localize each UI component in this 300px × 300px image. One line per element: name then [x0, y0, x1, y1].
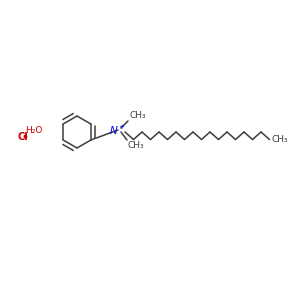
Text: CH₃: CH₃	[128, 141, 145, 150]
Text: Cl: Cl	[18, 132, 29, 142]
Text: H₂O: H₂O	[26, 126, 43, 135]
Text: CH₃: CH₃	[129, 111, 146, 120]
Text: $\mathit{N}^+$: $\mathit{N}^+$	[110, 124, 127, 136]
Text: CH₃: CH₃	[272, 135, 288, 144]
